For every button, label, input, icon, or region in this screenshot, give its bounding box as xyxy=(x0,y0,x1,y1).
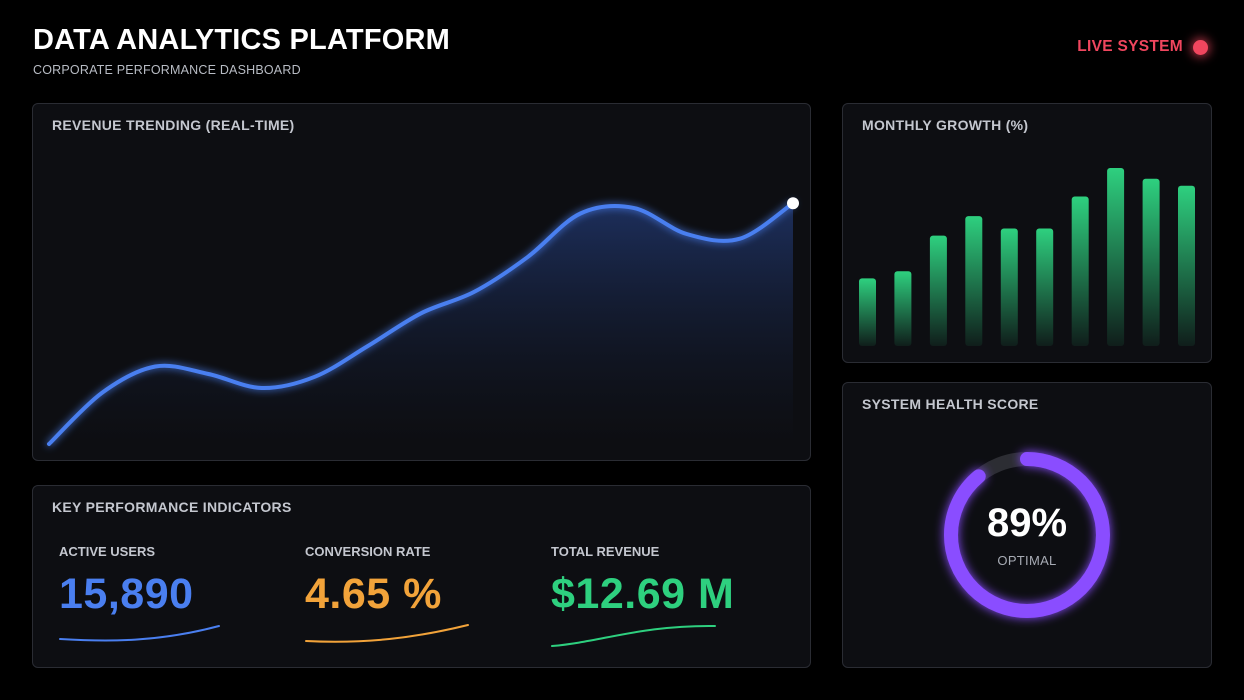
system-health-value: 89% xyxy=(986,501,1068,545)
revenue-trend-line xyxy=(47,201,795,446)
growth-bar-7 xyxy=(1071,196,1089,346)
revenue-trend-chart xyxy=(47,197,799,446)
live-status-dot-icon xyxy=(1193,39,1208,55)
kpi-title: KEY PERFORMANCE INDICATORS xyxy=(52,499,292,515)
growth-bar-10 xyxy=(1178,185,1195,346)
growth-bar-2 xyxy=(894,271,912,346)
growth-bar-9 xyxy=(1142,178,1160,346)
system-health-title: SYSTEM HEALTH SCORE xyxy=(862,396,1039,412)
kpi-conversion-rate-value: 4.65 % xyxy=(305,570,442,618)
growth-bar-1 xyxy=(859,278,876,346)
kpi-total-revenue-label: TOTAL REVENUE xyxy=(551,544,660,559)
kpi-conversion-rate-sparkline xyxy=(305,624,469,643)
growth-bar-4 xyxy=(965,216,983,346)
live-status: LIVE SYSTEM xyxy=(1077,38,1208,56)
system-health-gauge xyxy=(944,452,1110,618)
kpi-total-revenue-sparkline xyxy=(551,624,716,647)
growth-bar-6 xyxy=(1036,228,1054,346)
kpi-conversion-rate: CONVERSION RATE 4.65 % xyxy=(305,544,535,654)
system-health-gauge-arc xyxy=(944,452,1110,618)
revenue-trend-panel: REVENUE TRENDING (REAL-TIME) xyxy=(32,103,811,461)
page-subtitle: CORPORATE PERFORMANCE DASHBOARD xyxy=(33,63,301,77)
kpi-total-revenue: TOTAL REVENUE $12.69 M xyxy=(551,544,781,654)
revenue-trend-title: REVENUE TRENDING (REAL-TIME) xyxy=(52,117,295,133)
kpi-active-users-label: ACTIVE USERS xyxy=(59,544,156,559)
monthly-growth-chart xyxy=(859,168,1195,346)
kpi-panel: KEY PERFORMANCE INDICATORS ACTIVE USERS … xyxy=(32,485,811,668)
system-health-status: OPTIMAL xyxy=(997,553,1057,568)
revenue-trend-area xyxy=(49,203,793,444)
kpi-active-users: ACTIVE USERS 15,890 xyxy=(59,544,289,654)
kpi-active-users-sparkline xyxy=(59,625,220,642)
page-title: DATA ANALYTICS PLATFORM xyxy=(33,24,451,56)
growth-bar-8 xyxy=(1107,168,1125,346)
growth-bar-5 xyxy=(1000,228,1018,346)
kpi-active-users-value: 15,890 xyxy=(59,570,194,618)
kpi-conversion-rate-label: CONVERSION RATE xyxy=(305,544,431,559)
live-status-label: LIVE SYSTEM xyxy=(1077,38,1183,55)
revenue-trend-latest-point xyxy=(787,197,799,210)
monthly-growth-title: MONTHLY GROWTH (%) xyxy=(862,117,1029,133)
kpi-total-revenue-value: $12.69 M xyxy=(551,570,735,618)
growth-bar-3 xyxy=(929,235,947,346)
system-health-panel: SYSTEM HEALTH SCORE 89% OPTIMAL xyxy=(842,382,1212,668)
monthly-growth-panel: MONTHLY GROWTH (%) xyxy=(842,103,1212,363)
